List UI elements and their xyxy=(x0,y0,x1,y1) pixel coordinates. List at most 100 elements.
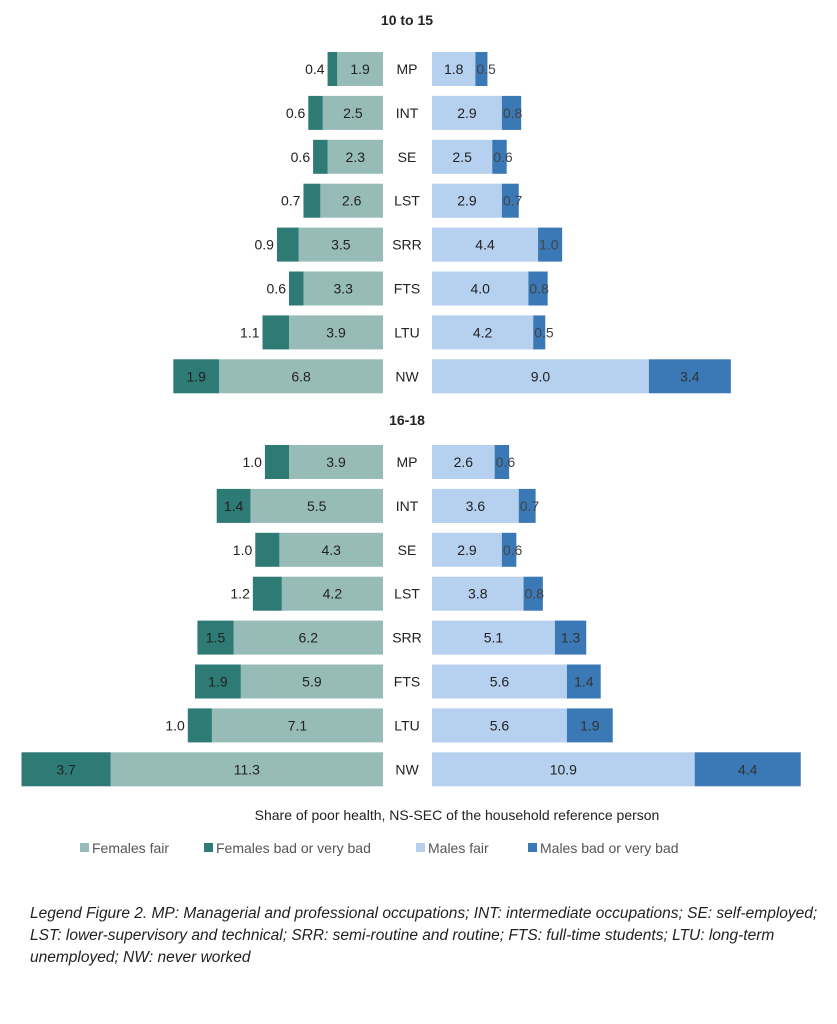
bar-females-bad xyxy=(197,620,234,655)
label-females-fair: 3.9 xyxy=(326,454,346,470)
label-males-fair: 4.2 xyxy=(473,324,493,340)
label-females-fair: 3.9 xyxy=(326,324,346,340)
label-females-bad: 1.9 xyxy=(208,674,228,690)
bar-males-fair xyxy=(432,708,567,743)
bar-females-bad xyxy=(255,532,280,567)
category-label: MP xyxy=(397,454,418,470)
label-females-bad: 1.4 xyxy=(224,498,244,514)
label-females-fair: 5.5 xyxy=(307,498,327,514)
bar-females-fair xyxy=(110,752,384,787)
bar-males-bad xyxy=(475,52,488,86)
label-females-bad: 3.7 xyxy=(56,761,76,777)
bar-males-fair xyxy=(432,183,502,218)
label-females-bad: 1.1 xyxy=(240,324,260,340)
label-females-bad: 1.0 xyxy=(242,454,262,470)
bar-females-fair xyxy=(250,488,383,523)
bar-females-bad xyxy=(276,227,299,262)
bar-males-bad xyxy=(566,708,613,743)
bar-females-fair xyxy=(281,576,383,611)
category-label: SRR xyxy=(392,630,422,646)
bar-females-fair xyxy=(289,315,383,350)
label-males-fair: 5.6 xyxy=(490,717,510,733)
figure-caption: Legend Figure 2. MP: Managerial and prof… xyxy=(30,905,818,966)
label-males-fair: 2.9 xyxy=(457,105,477,121)
label-males-bad: 0.8 xyxy=(525,586,545,602)
label-females-bad: 1.0 xyxy=(233,542,253,558)
label-males-bad: 0.5 xyxy=(476,61,496,77)
bar-females-bad xyxy=(289,271,304,306)
label-females-bad: 0.4 xyxy=(305,61,325,77)
label-males-fair: 3.6 xyxy=(466,498,486,514)
legend-label: Females bad or very bad xyxy=(216,840,371,856)
label-females-fair: 2.6 xyxy=(342,193,362,209)
label-males-fair: 2.9 xyxy=(457,193,477,209)
bar-males-fair xyxy=(432,139,493,174)
label-females-fair: 2.3 xyxy=(346,149,366,165)
legend-label: Males bad or very bad xyxy=(540,840,679,856)
bar-females-bad xyxy=(264,445,290,479)
bar-females-fair xyxy=(320,183,383,218)
label-females-fair: 7.1 xyxy=(288,717,308,733)
label-males-fair: 2.9 xyxy=(457,542,477,558)
label-females-bad: 0.6 xyxy=(286,105,306,121)
bar-males-bad xyxy=(648,359,731,394)
category-label: LST xyxy=(394,193,420,209)
bar-males-fair xyxy=(432,488,519,523)
panel-title: 16-18 xyxy=(389,412,425,428)
bar-females-fair xyxy=(233,620,383,655)
pyramid-chart: 10 to 15 1.9 0.4 MP 1.8 0.5 2.5 0.6 INT 2.9 0.8 2.3… xyxy=(21,12,801,856)
bar-females-fair xyxy=(327,139,383,174)
category-label: SE xyxy=(398,149,417,165)
category-label: INT xyxy=(396,105,419,121)
bar-males-bad xyxy=(694,752,801,787)
legend-label: Males fair xyxy=(428,840,489,856)
category-label: SE xyxy=(398,542,417,558)
label-males-bad: 0.5 xyxy=(534,324,554,340)
bar-males-fair xyxy=(432,271,529,306)
legend-swatch xyxy=(80,843,89,852)
bar-females-bad xyxy=(262,315,290,350)
label-males-bad: 3.4 xyxy=(680,368,700,384)
bar-females-bad xyxy=(303,183,321,218)
bar-males-fair xyxy=(432,445,495,479)
category-label: INT xyxy=(396,498,419,514)
bar-males-bad xyxy=(523,576,543,611)
legend-label: Females fair xyxy=(92,840,169,856)
x-axis-title: Share of poor health, NS-SEC of the hous… xyxy=(255,807,660,823)
label-females-bad: 0.6 xyxy=(267,281,287,297)
label-males-bad: 1.3 xyxy=(561,630,581,646)
label-males-fair: 2.6 xyxy=(454,454,474,470)
bar-females-bad xyxy=(216,488,251,523)
label-males-fair: 2.5 xyxy=(452,149,472,165)
bar-females-fair xyxy=(322,95,383,130)
bar-males-fair xyxy=(432,752,695,787)
bar-females-fair xyxy=(279,532,383,567)
label-females-bad: 1.0 xyxy=(165,717,185,733)
bar-females-bad xyxy=(173,359,220,394)
label-males-fair: 3.8 xyxy=(468,586,488,602)
category-label: FTS xyxy=(394,281,420,297)
bar-males-bad xyxy=(492,139,507,174)
bar-females-fair xyxy=(211,708,383,743)
bar-males-bad xyxy=(518,488,536,523)
label-males-bad: 0.8 xyxy=(503,105,523,121)
bar-males-fair xyxy=(432,227,539,262)
label-females-fair: 1.9 xyxy=(350,61,370,77)
label-males-bad: 1.0 xyxy=(539,237,559,253)
label-males-bad: 0.6 xyxy=(496,454,516,470)
panel-title: 10 to 15 xyxy=(381,12,433,28)
bar-males-fair xyxy=(432,620,555,655)
label-females-fair: 3.5 xyxy=(331,237,351,253)
legend-swatch xyxy=(204,843,213,852)
label-females-bad: 0.6 xyxy=(291,149,311,165)
label-females-bad: 0.9 xyxy=(254,237,274,253)
label-females-fair: 4.2 xyxy=(323,586,343,602)
bar-females-bad xyxy=(187,708,212,743)
label-females-bad: 1.9 xyxy=(186,368,206,384)
bar-males-bad xyxy=(538,227,563,262)
label-females-fair: 11.3 xyxy=(234,761,260,777)
legend-swatch xyxy=(528,843,537,852)
label-males-bad: 1.9 xyxy=(580,717,600,733)
label-males-fair: 9.0 xyxy=(531,368,551,384)
legend-swatch xyxy=(416,843,425,852)
